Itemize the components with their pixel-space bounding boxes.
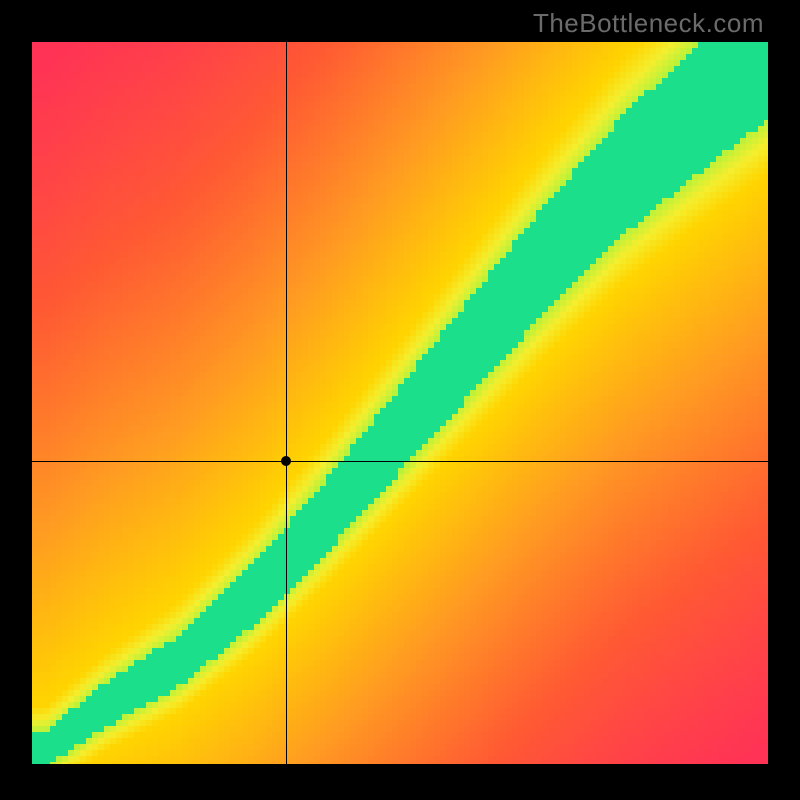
crosshair-horizontal-line [32,461,768,462]
frame: TheBottleneck.com [0,0,800,800]
heatmap-canvas [32,42,768,764]
heatmap-plot [32,42,768,764]
watermark-text: TheBottleneck.com [533,8,764,39]
crosshair-vertical-line [286,42,287,764]
crosshair-marker-point [281,456,291,466]
